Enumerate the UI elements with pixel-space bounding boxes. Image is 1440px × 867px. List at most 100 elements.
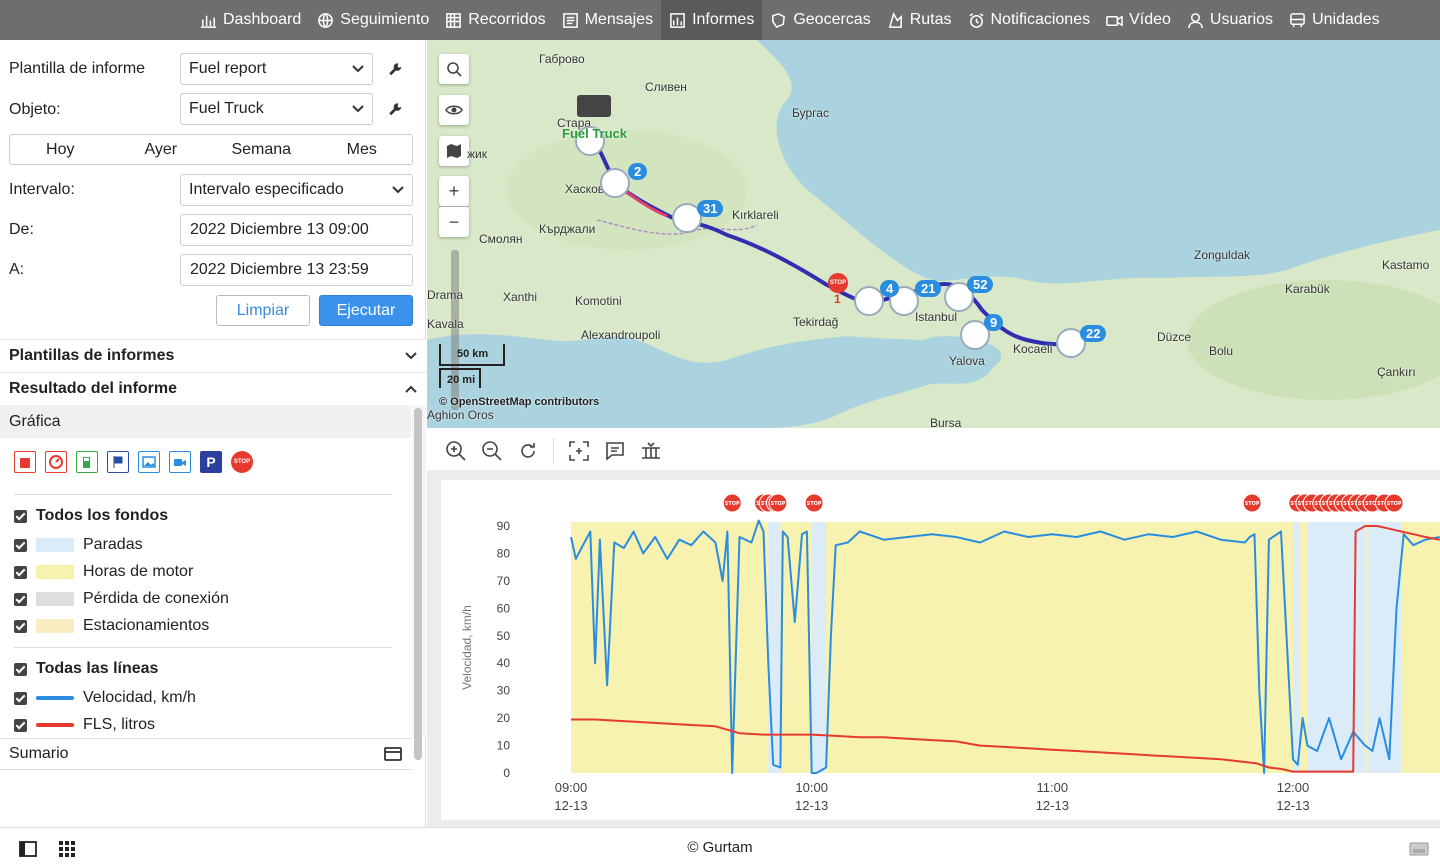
wrench-icon[interactable]: [387, 101, 405, 119]
all-backgrounds-checkbox[interactable]: Todos los fondos: [14, 507, 168, 525]
result-section-header[interactable]: Resultado del informe: [0, 372, 426, 405]
y-axis-label: Velocidad, km/h: [460, 605, 474, 690]
stop-event-marker: STOP: [722, 493, 742, 513]
background-legend-item[interactable]: Pérdida de conexión: [14, 590, 229, 608]
summary-tab[interactable]: Sumario: [0, 738, 411, 770]
nav-chart-tab[interactable]: Dashboard: [192, 0, 309, 40]
map-search-button[interactable]: [439, 54, 469, 84]
line-legend-item[interactable]: FLS, litros: [14, 716, 155, 734]
parking-icon[interactable]: P: [200, 451, 222, 473]
period-month-button[interactable]: Mes: [346, 140, 377, 158]
timeline-icon[interactable]: [640, 440, 662, 462]
image-icon[interactable]: [138, 451, 160, 473]
nav-video-tab[interactable]: Vídeo: [1098, 0, 1179, 40]
period-today-button[interactable]: Hoy: [46, 140, 75, 158]
stop-event-marker: STOP: [804, 493, 824, 513]
top-navbar: Dashboard Seguimiento Recorridos Mensajes In…: [0, 0, 1440, 40]
gauge-icon[interactable]: [45, 451, 67, 473]
speed-fuel-chart[interactable]: 0 10 20 30 40 50 60 70 80 90 Velocidad, km/h 09:00 1…: [441, 480, 1440, 820]
templates-section-header[interactable]: Plantillas de informes: [0, 339, 426, 372]
nav-messages-tab[interactable]: Mensajes: [554, 0, 661, 40]
map-city-label: Kocaeli: [1013, 342, 1053, 356]
map-marker[interactable]: [854, 286, 884, 316]
fuel-station-icon[interactable]: [76, 451, 98, 473]
chart-event-icons: P STOP: [14, 451, 253, 473]
background-legend-item[interactable]: Paradas: [14, 536, 143, 554]
chart-tab[interactable]: Gráfica: [0, 405, 411, 438]
map-marker[interactable]: [575, 126, 605, 156]
nav-user-tab[interactable]: Usuarios: [1179, 0, 1281, 40]
reset-zoom-icon[interactable]: [517, 440, 539, 462]
template-select[interactable]: Fuel report: [180, 53, 373, 85]
all-lines-checkbox[interactable]: Todas las líneas: [14, 660, 158, 678]
from-row: De:: [9, 221, 34, 239]
messages-icon: [562, 12, 578, 28]
map-marker[interactable]: [1056, 328, 1086, 358]
x-tick-date: 12-13: [1036, 798, 1069, 813]
template-row: Plantilla de informe: [9, 60, 145, 78]
apps-grid-icon[interactable]: [59, 841, 75, 857]
map-marker[interactable]: [960, 320, 990, 350]
line-legend-item[interactable]: Velocidad, km/h: [14, 689, 196, 707]
run-button[interactable]: Ejecutar: [319, 295, 413, 326]
background-legend-item[interactable]: Estacionamientos: [14, 617, 209, 635]
all-lines-label: Todas las líneas: [36, 660, 159, 677]
all-backgrounds-label: Todos los fondos: [36, 507, 169, 524]
truck-icon[interactable]: [577, 95, 611, 117]
map-marker[interactable]: [600, 168, 630, 198]
nav-flag-tab[interactable]: Recorridos: [437, 0, 553, 40]
chevron-down-icon: [352, 65, 364, 73]
map-city-label: Istanbul: [915, 310, 958, 324]
map-city-label: Tekirdağ: [793, 315, 839, 329]
nav-globe-tab[interactable]: Seguimiento: [309, 0, 437, 40]
stop-icon[interactable]: STOP: [231, 451, 253, 473]
table-icon: [384, 747, 402, 761]
messages-panel-icon[interactable]: [1409, 842, 1429, 856]
zoom-out-button[interactable]: −: [439, 207, 469, 237]
from-date-input[interactable]: 2022 Diciembre 13 09:00: [180, 214, 413, 246]
svg-text:STOP: STOP: [1365, 501, 1380, 507]
globe-icon: [318, 12, 334, 28]
wrench-icon[interactable]: [387, 61, 405, 79]
to-label: A:: [9, 261, 25, 278]
checkbox-checked-icon: [14, 565, 27, 579]
zoom-in-icon[interactable]: [445, 440, 467, 462]
nav-item-label: Usuarios: [1209, 11, 1274, 28]
nav-alarm-tab[interactable]: Notificaciones: [960, 0, 1099, 40]
select-area-icon[interactable]: [568, 440, 590, 462]
clear-button[interactable]: Limpiar: [216, 295, 310, 326]
interval-select[interactable]: Intervalo especificado: [180, 174, 413, 206]
nav-report-tab[interactable]: Informes: [661, 0, 763, 40]
nav-item-label: Rutas: [909, 11, 952, 28]
period-week-button[interactable]: Semana: [231, 140, 292, 158]
sidebar-toggle-icon[interactable]: [19, 841, 37, 857]
object-select[interactable]: Fuel Truck: [180, 93, 373, 125]
map-layers-button[interactable]: [439, 136, 469, 166]
nav-geofence-tab[interactable]: Geocercas: [762, 0, 878, 40]
chevron-down-icon: [392, 186, 404, 194]
zoom-in-button[interactable]: +: [439, 176, 469, 206]
to-date-input[interactable]: 2022 Diciembre 13 23:59: [180, 254, 413, 286]
zoom-out-icon[interactable]: [481, 440, 503, 462]
user-icon: [1188, 12, 1203, 28]
svg-text:STOP: STOP: [771, 501, 786, 507]
scrollbar-thumb[interactable]: [414, 408, 422, 760]
video-icon[interactable]: [169, 451, 191, 473]
legend-swatch: [36, 538, 74, 552]
chevron-down-icon: [352, 105, 364, 113]
zoom-slider[interactable]: [451, 250, 459, 410]
stop-marker-icon[interactable]: STOP: [828, 273, 848, 293]
background-legend-item[interactable]: Horas de motor: [14, 563, 193, 581]
flag-icon[interactable]: [107, 451, 129, 473]
fuel-can-icon[interactable]: [14, 451, 36, 473]
stop-event-marker: STOP: [768, 493, 788, 513]
speed-line: [570, 519, 1440, 774]
nav-bus-tab[interactable]: Unidades: [1281, 0, 1388, 40]
map-view[interactable]: + − Габрово Сливен Бургас Стара Хасково Кърдж…: [427, 40, 1440, 428]
map-visibility-button[interactable]: [439, 95, 469, 125]
comment-icon[interactable]: [604, 440, 626, 462]
period-yesterday-button[interactable]: Ayer: [144, 140, 178, 158]
svg-text:STOP: STOP: [807, 501, 822, 507]
nav-route-tab[interactable]: Rutas: [879, 0, 960, 40]
y-tick-label: 50: [497, 629, 511, 643]
